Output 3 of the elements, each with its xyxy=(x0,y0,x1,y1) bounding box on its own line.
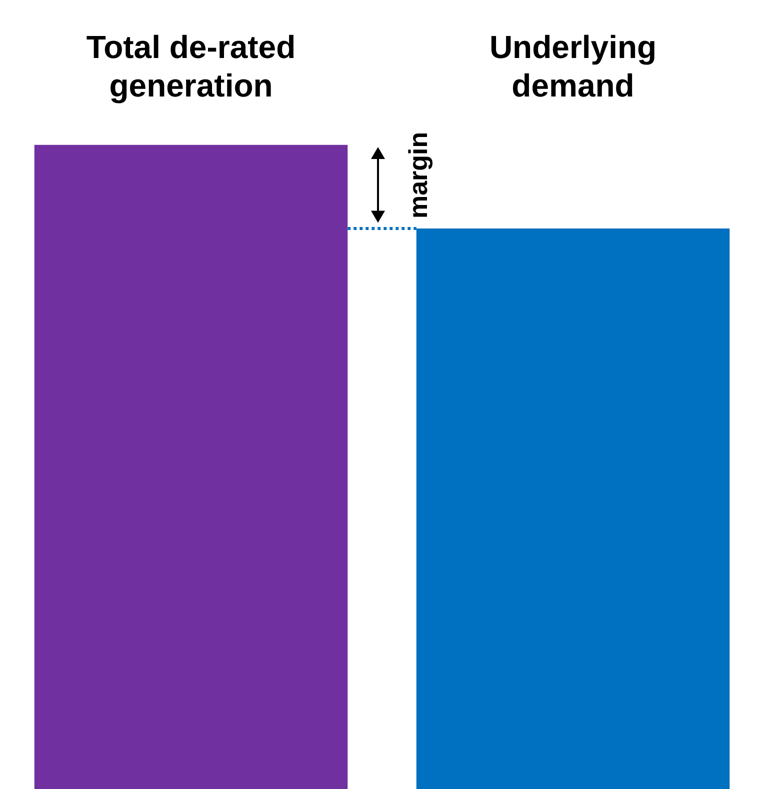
annotation: margin xyxy=(402,132,433,219)
x-tick-label: Total de-rated generation xyxy=(86,29,296,104)
x-tick-label: Underlying demand xyxy=(489,29,657,104)
